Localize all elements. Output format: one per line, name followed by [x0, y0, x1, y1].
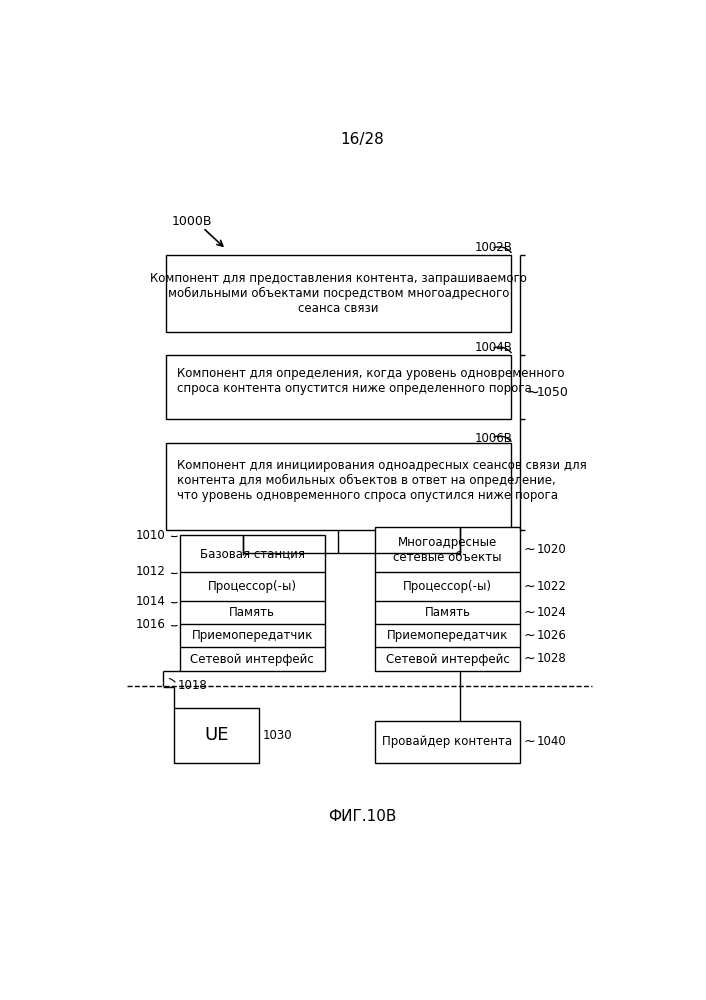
Text: 1010: 1010 [136, 529, 166, 542]
Text: 1000В: 1000В [172, 215, 213, 228]
Text: 16/28: 16/28 [340, 132, 383, 147]
Text: 1050: 1050 [537, 386, 569, 399]
Text: Память: Память [424, 606, 470, 619]
Text: Приемопередатчик: Приемопередатчик [191, 629, 313, 642]
Text: 1030: 1030 [263, 729, 292, 742]
Bar [375, 721, 520, 763]
Text: Процессор(-ы): Процессор(-ы) [403, 580, 492, 593]
Text: ~: ~ [524, 543, 535, 557]
Text: ~: ~ [524, 629, 535, 643]
Bar [375, 527, 520, 671]
Text: Память: Память [229, 606, 275, 619]
Text: Провайдер контента: Провайдер контента [383, 735, 513, 748]
Text: 1024: 1024 [536, 606, 566, 619]
Text: ~: ~ [524, 580, 535, 594]
Text: 1026: 1026 [536, 629, 566, 642]
Text: Компонент для инициирования одноадресных сеансов связи для
контента для мобильны: Компонент для инициирования одноадресных… [177, 459, 587, 502]
Text: 1006В: 1006В [474, 432, 512, 445]
Text: 1020: 1020 [536, 543, 566, 556]
Text: Сетевой интерфейс: Сетевой интерфейс [191, 652, 314, 666]
Text: Приемопередатчик: Приемопередатчик [387, 629, 508, 642]
Bar [174, 708, 259, 763]
Text: Базовая станция: Базовая станция [200, 547, 305, 560]
Text: 1012: 1012 [136, 565, 166, 578]
Text: ФИГ.10В: ФИГ.10В [328, 809, 396, 824]
Text: Компонент для определения, когда уровень одновременного
спроса контента опуститс: Компонент для определения, когда уровень… [177, 367, 565, 395]
Text: ~: ~ [524, 735, 535, 749]
Bar [166, 443, 510, 530]
Bar [166, 255, 510, 332]
Text: 1022: 1022 [536, 580, 566, 593]
Text: Процессор(-ы): Процессор(-ы) [208, 580, 297, 593]
Text: 1004В: 1004В [474, 341, 512, 354]
Bar [180, 535, 325, 671]
Text: 1016: 1016 [136, 618, 166, 631]
Text: Многоадресные
сетевые объекты: Многоадресные сетевые объекты [393, 536, 502, 564]
Text: 1028: 1028 [536, 652, 566, 666]
Text: Сетевой интерфейс: Сетевой интерфейс [385, 652, 509, 666]
Text: 1014: 1014 [136, 595, 166, 608]
Bar [166, 355, 510, 419]
Text: ~: ~ [524, 652, 535, 666]
Text: 1018: 1018 [178, 679, 208, 692]
Text: ~: ~ [526, 385, 539, 400]
Text: 1002В: 1002В [474, 241, 512, 254]
Text: Компонент для предоставления контента, запрашиваемого
мобильными объектами посре: Компонент для предоставления контента, з… [150, 272, 527, 315]
Text: 1040: 1040 [536, 735, 566, 748]
Text: UE: UE [204, 726, 228, 744]
Text: ~: ~ [524, 606, 535, 620]
